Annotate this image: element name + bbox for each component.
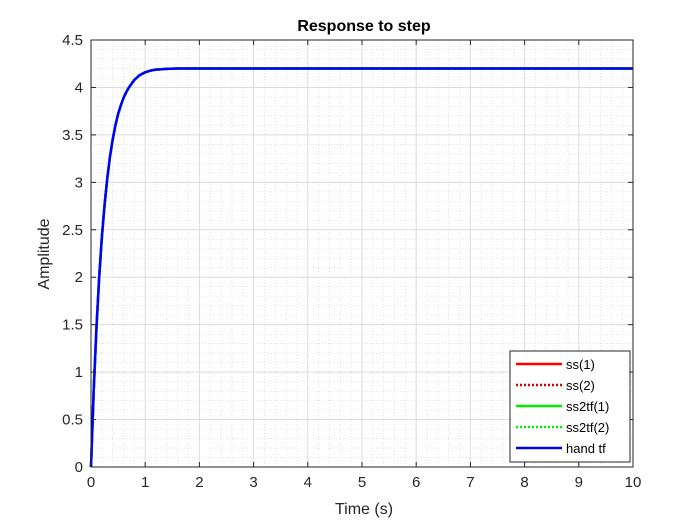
legend-label-2: ss(2) (566, 378, 595, 393)
x-tick-label: 0 (87, 474, 95, 491)
y-tick-label: 3 (75, 174, 83, 191)
y-tick-label: 0.5 (62, 412, 83, 429)
x-tick-label: 4 (304, 474, 312, 491)
y-tick-label: 4 (75, 79, 83, 96)
x-tick-label: 5 (358, 474, 366, 491)
legend-label-5: hand tf (566, 441, 606, 456)
series-line-5 (89, 67, 633, 468)
x-tick-label: 6 (412, 474, 420, 491)
y-tick-label: 1.5 (62, 317, 83, 334)
y-axis-label: Amplitude (36, 218, 53, 289)
legend-label-3: ss2tf(1) (566, 399, 609, 414)
x-tick-label: 3 (249, 474, 257, 491)
chart-title: Response to step (297, 18, 431, 35)
x-tick-label: 2 (195, 474, 203, 491)
y-tick-label: 2.5 (62, 222, 83, 239)
legend-label-4: ss2tf(2) (566, 420, 609, 435)
legend: ss(1) ss(2) ss2tf(1) ss2tf(2) hand tf (509, 350, 631, 463)
y-tick-label: 2 (75, 269, 83, 286)
y-tick-label: 4.5 (62, 32, 83, 49)
y-tick-label: 3.5 (62, 127, 83, 144)
x-axis-ticks: 0 1 2 3 4 5 6 7 8 9 10 (87, 40, 642, 491)
y-tick-label: 1 (75, 364, 83, 381)
y-axis-ticks: 0 0.5 1 1.5 2 2.5 3 3.5 4 4.5 (62, 32, 633, 476)
x-axis-label: Time (s) (335, 501, 393, 518)
x-tick-label: 8 (520, 474, 528, 491)
series-layer (89, 67, 633, 468)
x-tick-label: 9 (575, 474, 583, 491)
x-tick-label: 1 (141, 474, 149, 491)
legend-label-1: ss(1) (566, 357, 595, 372)
x-tick-label: 10 (625, 474, 642, 491)
y-tick-label: 0 (75, 459, 83, 476)
x-tick-label: 7 (466, 474, 474, 491)
